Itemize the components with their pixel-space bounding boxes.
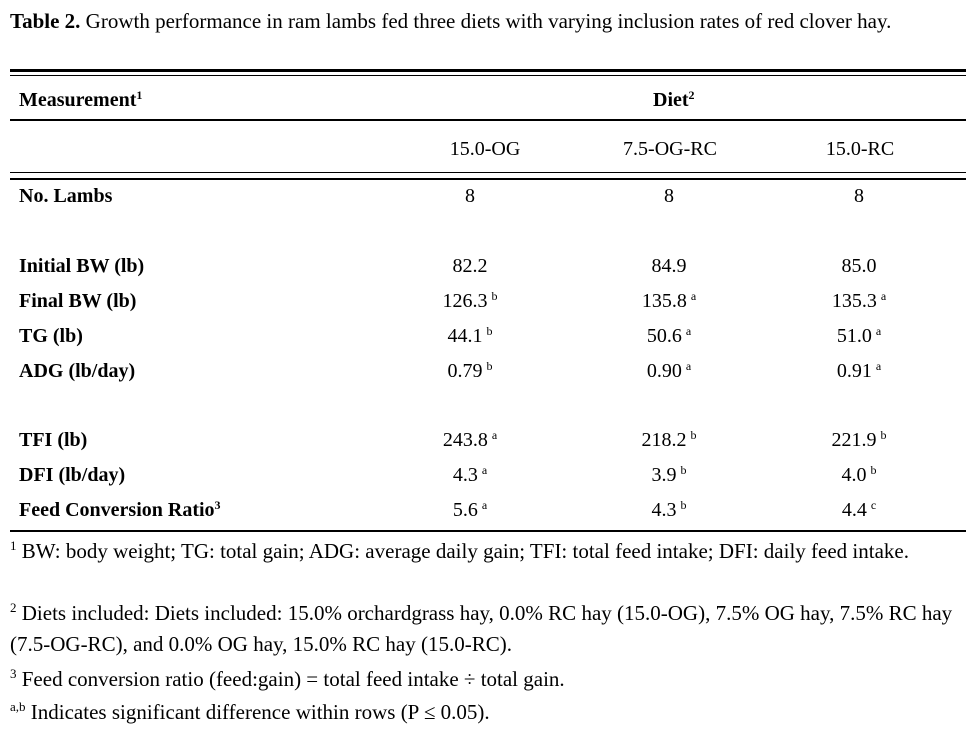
- table-cell: 4.4 c: [841, 498, 877, 521]
- table-cell: 3.9 b: [651, 463, 687, 486]
- table-cell: 135.3 a: [831, 289, 887, 312]
- table-top-rule-inner: [10, 75, 966, 76]
- footnote-3: 3 Feed conversion ratio (feed:gain) = to…: [10, 666, 565, 691]
- row-label: No. Lambs: [19, 185, 113, 207]
- table-cell: 8: [664, 185, 674, 207]
- table-cell: 51.0 a: [836, 324, 882, 347]
- columns-rule-bottom: [10, 178, 966, 180]
- table-cell: 85.0: [841, 255, 877, 277]
- footnote-ab: a,b Indicates significant difference wit…: [10, 699, 490, 724]
- row-label: Feed Conversion Ratio3: [19, 498, 221, 521]
- column-header-7-5-og-rc: 7.5-OG-RC: [623, 138, 717, 160]
- table-cell: 0.91 a: [836, 359, 882, 382]
- table-cell: 243.8 a: [442, 428, 498, 451]
- column-header-15-0-og: 15.0-OG: [449, 138, 521, 160]
- footnote-2: 2 Diets included: Diets included: 15.0% …: [10, 600, 953, 656]
- table-bottom-rule: [10, 530, 966, 532]
- table-cell: 4.3 b: [651, 498, 687, 521]
- columns-rule-top: [10, 172, 966, 173]
- table-cell: 8: [854, 185, 864, 207]
- table-cell: 4.0 b: [841, 463, 877, 486]
- table-cell: 4.3 a: [452, 463, 488, 486]
- footnote-1: 1 BW: body weight; TG: total gain; ADG: …: [10, 538, 909, 563]
- table-caption: Table 2. Growth performance in ram lambs…: [10, 6, 960, 36]
- table-cell: 50.6 a: [646, 324, 692, 347]
- row-label: Initial BW (lb): [19, 255, 145, 277]
- table-caption-text: Growth performance in ram lambs fed thre…: [80, 9, 892, 33]
- row-label: DFI (lb/day): [19, 464, 126, 486]
- table-cell: 0.79 b: [447, 359, 493, 382]
- row-label: TFI (lb): [19, 429, 88, 451]
- header-diet: Diet2: [653, 88, 695, 111]
- row-label: ADG (lb/day): [19, 360, 136, 382]
- table-cell: 218.2 b: [641, 428, 697, 451]
- table-cell: 126.3 b: [442, 289, 498, 312]
- column-header-15-0-rc: 15.0-RC: [825, 138, 895, 160]
- table-cell: 221.9 b: [831, 428, 887, 451]
- table-cell: 82.2: [452, 255, 488, 277]
- row-label: Final BW (lb): [19, 290, 137, 312]
- table-cell: 8: [465, 185, 475, 207]
- table-top-rule: [10, 69, 966, 72]
- table-cell: 0.90 a: [646, 359, 692, 382]
- header-measurement: Measurement1: [19, 88, 143, 111]
- header-rule: [10, 119, 966, 121]
- row-label: TG (lb): [19, 325, 83, 347]
- table-caption-label: Table 2.: [10, 9, 81, 33]
- table-cell: 44.1 b: [447, 324, 493, 347]
- table-cell: 135.8 a: [641, 289, 697, 312]
- table-cell: 5.6 a: [452, 498, 488, 521]
- table-cell: 84.9: [651, 255, 687, 277]
